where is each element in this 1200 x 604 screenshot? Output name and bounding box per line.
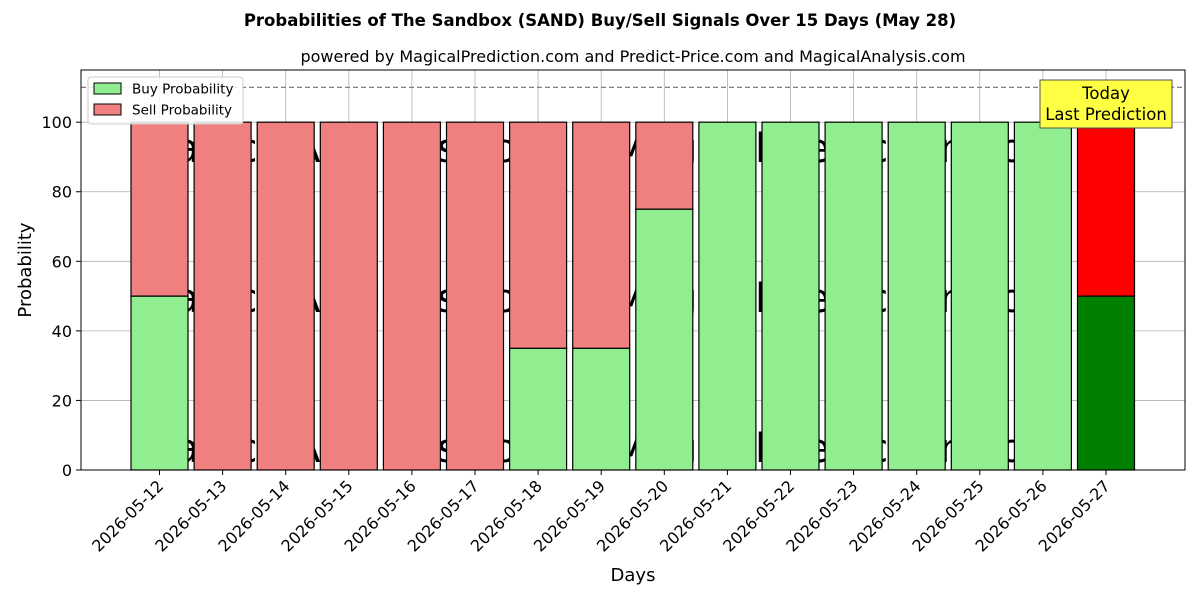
y-tick-label: 0 [62,461,72,480]
y-tick-label: 80 [52,183,72,202]
legend-swatch [93,103,122,116]
buy-bar [635,208,694,471]
annotation-box [1039,79,1173,129]
bars-layer [130,121,1136,471]
buy-bar [761,121,820,471]
buy-bar [572,347,631,471]
sell-bar [256,121,315,471]
y-axis: 0 20 40 60 80 100 [41,113,81,480]
buy-bar [509,347,568,471]
annotation-text: Today [1081,84,1130,103]
legend-label: Buy Probability [132,82,233,98]
legend-box [87,76,244,125]
buy-bar [698,121,757,471]
plot-frame [80,69,1186,471]
today-annotation: Today Last Prediction [1039,79,1173,129]
legend-swatch [93,82,122,95]
sell-bar [635,121,694,210]
buy-bar [950,121,1009,471]
sell-bar [382,121,441,471]
y-tick-label: 100 [41,113,72,132]
sell-bar [130,121,189,297]
buy-bar [887,121,946,471]
sell-bar [572,121,631,349]
sell-bar [445,121,505,471]
chart-title: Probabilities of The Sandbox (SAND) Buy/… [244,11,956,30]
buy-bar [1013,121,1073,471]
x-axis: 2026-05-122026-05-132026-05-142026-05-15… [88,470,1114,556]
sell-bar [509,121,568,349]
legend: Buy Probability Sell Probability [87,76,244,125]
annotation-text: Last Prediction [1045,105,1167,124]
y-tick-label: 40 [52,322,72,341]
buy-bar [824,121,883,471]
chart-subtitle: powered by MagicalPrediction.com and Pre… [300,47,965,66]
sell-bar [193,121,252,471]
buy-bar [130,295,189,471]
buy-bar [1076,295,1136,471]
y-tick-label: 20 [52,391,72,410]
y-tick-label: 60 [52,252,72,271]
sell-bar [319,121,378,471]
sell-bar [1076,121,1136,297]
x-axis-label: Days [611,565,656,586]
y-axis-label: Probability [15,222,36,317]
legend-label: Sell Probability [132,103,232,119]
